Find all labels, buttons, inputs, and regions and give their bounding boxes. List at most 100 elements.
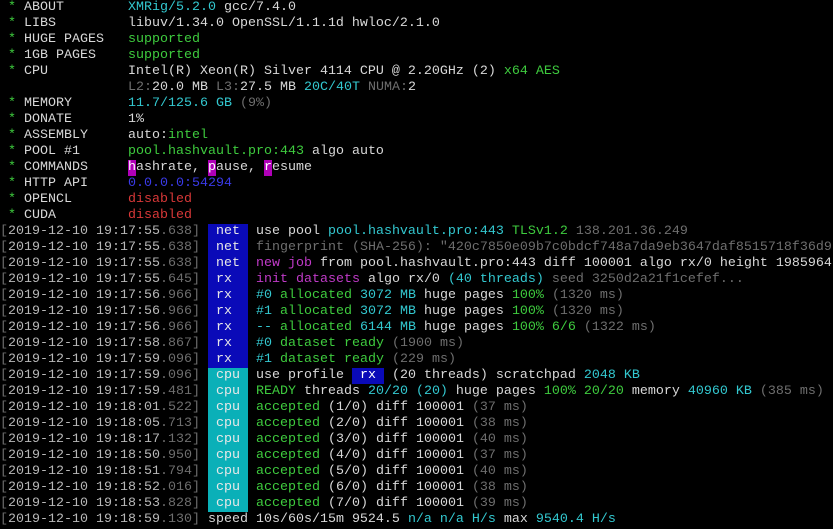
timestamp: 2019-12-10 19:17:58 (8, 336, 160, 351)
log-text: L2: (127, 80, 152, 95)
star-icon: * (0, 128, 24, 143)
log-text: #0 (255, 288, 272, 303)
log-text: 0.0.0.0:54294 (127, 176, 232, 191)
timestamp: 2019-12-10 19:17:59 (8, 352, 160, 367)
log-line: [2019-12-10 19:18:17.132] cpu accepted (… (0, 432, 833, 448)
log-text: 27.5 MB (239, 80, 304, 95)
timestamp: 2019-12-10 19:18:05 (8, 416, 160, 431)
star-icon: * (0, 16, 24, 31)
spacer (200, 448, 208, 464)
timestamp-bracket: [ (0, 448, 8, 463)
log-text: Intel(R) Xeon(R) Silver 4114 CPU @ 2.20G… (127, 64, 504, 79)
spacer (248, 464, 256, 480)
header-line: * POOL #1 pool.hashvault.pro:443 algo au… (0, 144, 833, 160)
tag-badge-net: net (207, 224, 248, 240)
timestamp-bracket: [ (0, 336, 8, 351)
tag-badge-cpu: cpu (207, 464, 248, 480)
timestamp-bracket: [ (0, 224, 8, 239)
tag-badge-net: net (207, 256, 248, 272)
log-text: accepted (255, 448, 320, 463)
header-line: * 1GB PAGES supported (0, 48, 833, 64)
log-text: pool.hashvault.pro:443 (327, 224, 512, 239)
timestamp-bracket: [ (0, 512, 8, 527)
star-icon: * (0, 0, 24, 15)
header-line: * LIBS libuv/1.34.0 OpenSSL/1.1.1d hwloc… (0, 16, 833, 32)
timestamp-ms: .713] (159, 416, 200, 431)
log-text: algo rx/0 (359, 272, 448, 287)
log-line: [2019-12-10 19:18:51.794] cpu accepted (… (0, 464, 833, 480)
timestamp: 2019-12-10 19:17:55 (8, 240, 160, 255)
tag-badge-cpu: cpu (207, 368, 248, 384)
spacer (248, 336, 256, 352)
log-text: 20.0 MB (151, 80, 216, 95)
log-text: (40 threads) (447, 272, 544, 287)
spacer (248, 272, 256, 288)
log-text: #0 (255, 336, 272, 351)
timestamp: 2019-12-10 19:18:01 (8, 400, 160, 415)
log-text: 100% (511, 288, 552, 303)
command-hotkey: r (263, 160, 272, 176)
log-text: pool.hashvault.pro:443 (127, 144, 304, 159)
log-line: [2019-12-10 19:17:56.966] rx #0 allocate… (0, 288, 833, 304)
spacer (248, 384, 256, 400)
log-text: 2048 KB (583, 368, 640, 383)
log-line: [2019-12-10 19:17:56.966] rx -- allocate… (0, 320, 833, 336)
tag-badge-rx: rx (207, 352, 248, 368)
log-text: use pool (255, 224, 328, 239)
spacer (200, 288, 208, 304)
log-text: allocated (271, 304, 360, 319)
log-text: (9%) (239, 96, 272, 111)
timestamp: 2019-12-10 19:17:55 (8, 256, 160, 271)
log-text: (385 ms) (759, 384, 824, 399)
timestamp-ms: .096] (159, 352, 200, 367)
log-line: [2019-12-10 19:18:59.130] speed 10s/60s/… (0, 512, 833, 528)
command-hotkey: p (207, 160, 216, 176)
star-icon: * (0, 96, 24, 111)
spacer (200, 400, 208, 416)
header-line: L2:20.0 MB L3:27.5 MB 20C/40T NUMA:2 (0, 80, 833, 96)
log-text: 11.7/125.6 GB (127, 96, 240, 111)
log-text: 6144 MB (359, 320, 416, 335)
timestamp: 2019-12-10 19:17:56 (8, 304, 160, 319)
log-text: init datasets (255, 272, 360, 287)
timestamp-bracket: [ (0, 304, 8, 319)
tag-badge-cpu: cpu (207, 416, 248, 432)
log-text: (40 ms) (471, 432, 528, 447)
log-text: L3: (215, 80, 240, 95)
timestamp-ms: .130] (159, 512, 200, 527)
log-text: (38 ms) (471, 480, 528, 495)
timestamp-ms: .645] (159, 272, 200, 287)
header-line: * ASSEMBLY auto:intel (0, 128, 833, 144)
tag-badge-cpu: cpu (207, 448, 248, 464)
timestamp-ms: .966] (159, 320, 200, 335)
log-text: auto: (127, 128, 168, 143)
log-text: (1/0) diff 100001 (319, 400, 472, 415)
log-text: (3/0) diff 100001 (319, 432, 472, 447)
log-text: (229 ms) (391, 352, 456, 367)
log-text: accepted (255, 480, 320, 495)
log-text: accepted (255, 432, 320, 447)
log-text: threads (295, 384, 368, 399)
header-line: * CPU Intel(R) Xeon(R) Silver 4114 CPU @… (0, 64, 833, 80)
spacer (248, 352, 256, 368)
star-icon: * (0, 192, 24, 207)
log-line: [2019-12-10 19:17:58.867] rx #0 dataset … (0, 336, 833, 352)
log-text: 9540.4 H/s (535, 512, 616, 527)
log-line: [2019-12-10 19:18:50.950] cpu accepted (… (0, 448, 833, 464)
tag-badge-rx: rx (207, 336, 248, 352)
timestamp: 2019-12-10 19:17:59 (8, 384, 160, 399)
spacer (248, 400, 256, 416)
header-label: MEMORY (24, 96, 128, 111)
spacer (200, 320, 208, 336)
timestamp-bracket: [ (0, 272, 8, 287)
log-text: huge pages (415, 304, 512, 319)
timestamp-bracket: [ (0, 240, 8, 255)
timestamp-bracket: [ (0, 400, 8, 415)
log-text: 100% 20/20 (543, 384, 624, 399)
command-hotkey: h (127, 160, 136, 176)
log-text: supported (127, 32, 200, 47)
log-text: 1% (127, 112, 144, 127)
spacer (248, 224, 256, 240)
header-label: 1GB PAGES (24, 48, 128, 63)
timestamp-bracket: [ (0, 464, 8, 479)
